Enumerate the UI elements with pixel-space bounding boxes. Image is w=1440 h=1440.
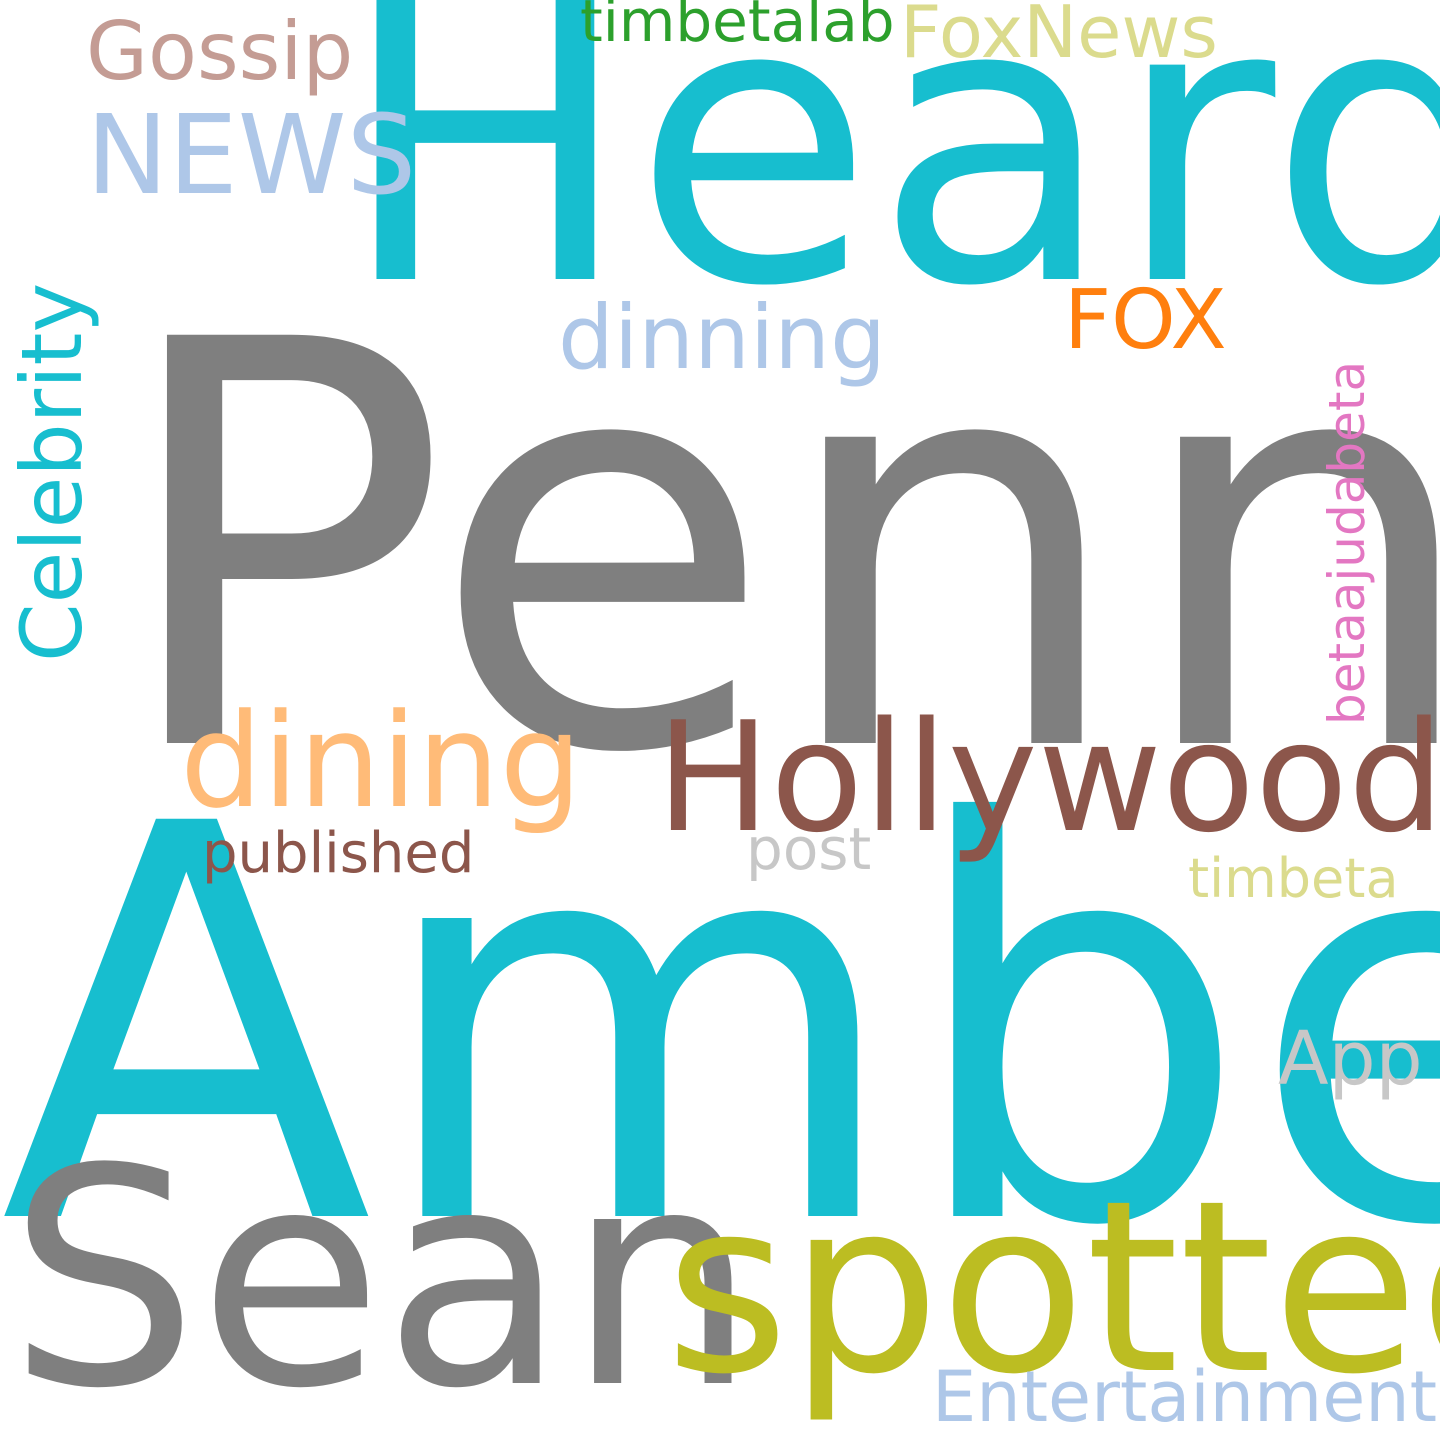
word-news: NEWS: [86, 91, 417, 219]
word-dining: dining: [180, 685, 583, 837]
word-heard: Heard: [338, 0, 1440, 372]
word-penn: Penn: [112, 224, 1440, 876]
word-fox: FOX: [1064, 273, 1227, 368]
word-foxnews: FoxNews: [900, 0, 1218, 74]
word-gossip: Gossip: [86, 5, 354, 98]
word-timbeta: timbeta: [1188, 847, 1399, 910]
word-timbetalab: timbetalab: [580, 0, 895, 55]
word-hollywood: Hollywood: [656, 689, 1440, 866]
word-celebrity: Celebrity: [3, 282, 101, 662]
word-sean: Sean: [8, 1105, 757, 1440]
word-amber: Amber: [0, 710, 1440, 1345]
word-betaajudabeta: betaajudabeta: [1318, 360, 1376, 725]
word-app: App: [1278, 1016, 1423, 1102]
word-dinning: dinning: [558, 286, 886, 389]
word-published: published: [202, 821, 475, 886]
word-spotted: spotted: [665, 1150, 1440, 1427]
word-post: post: [746, 815, 872, 883]
word-entertainment: Entertainment: [932, 1356, 1438, 1438]
